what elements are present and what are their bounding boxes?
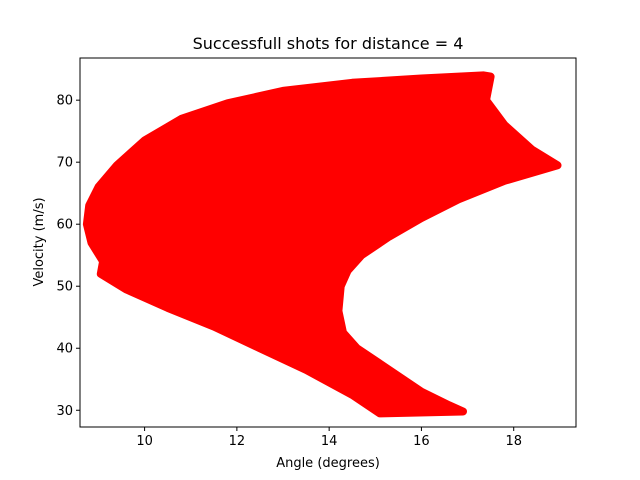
x-tick-label: 10 xyxy=(136,434,153,449)
y-tick-label: 50 xyxy=(56,280,73,295)
y-tick-label: 30 xyxy=(56,404,73,419)
x-tick-label: 12 xyxy=(229,434,246,449)
x-tick-label: 16 xyxy=(413,434,430,449)
y-tick-label: 80 xyxy=(56,94,73,109)
x-tick-label: 18 xyxy=(505,434,522,449)
y-tick-label: 70 xyxy=(56,156,73,171)
x-tick-label: 14 xyxy=(321,434,338,449)
y-tick-label: 40 xyxy=(56,342,73,357)
x-axis-label: Angle (degrees) xyxy=(276,456,380,471)
y-tick-label: 60 xyxy=(56,218,73,233)
chart-title: Successfull shots for distance = 4 xyxy=(193,34,464,53)
y-axis-label: Velocity (m/s) xyxy=(32,197,47,286)
